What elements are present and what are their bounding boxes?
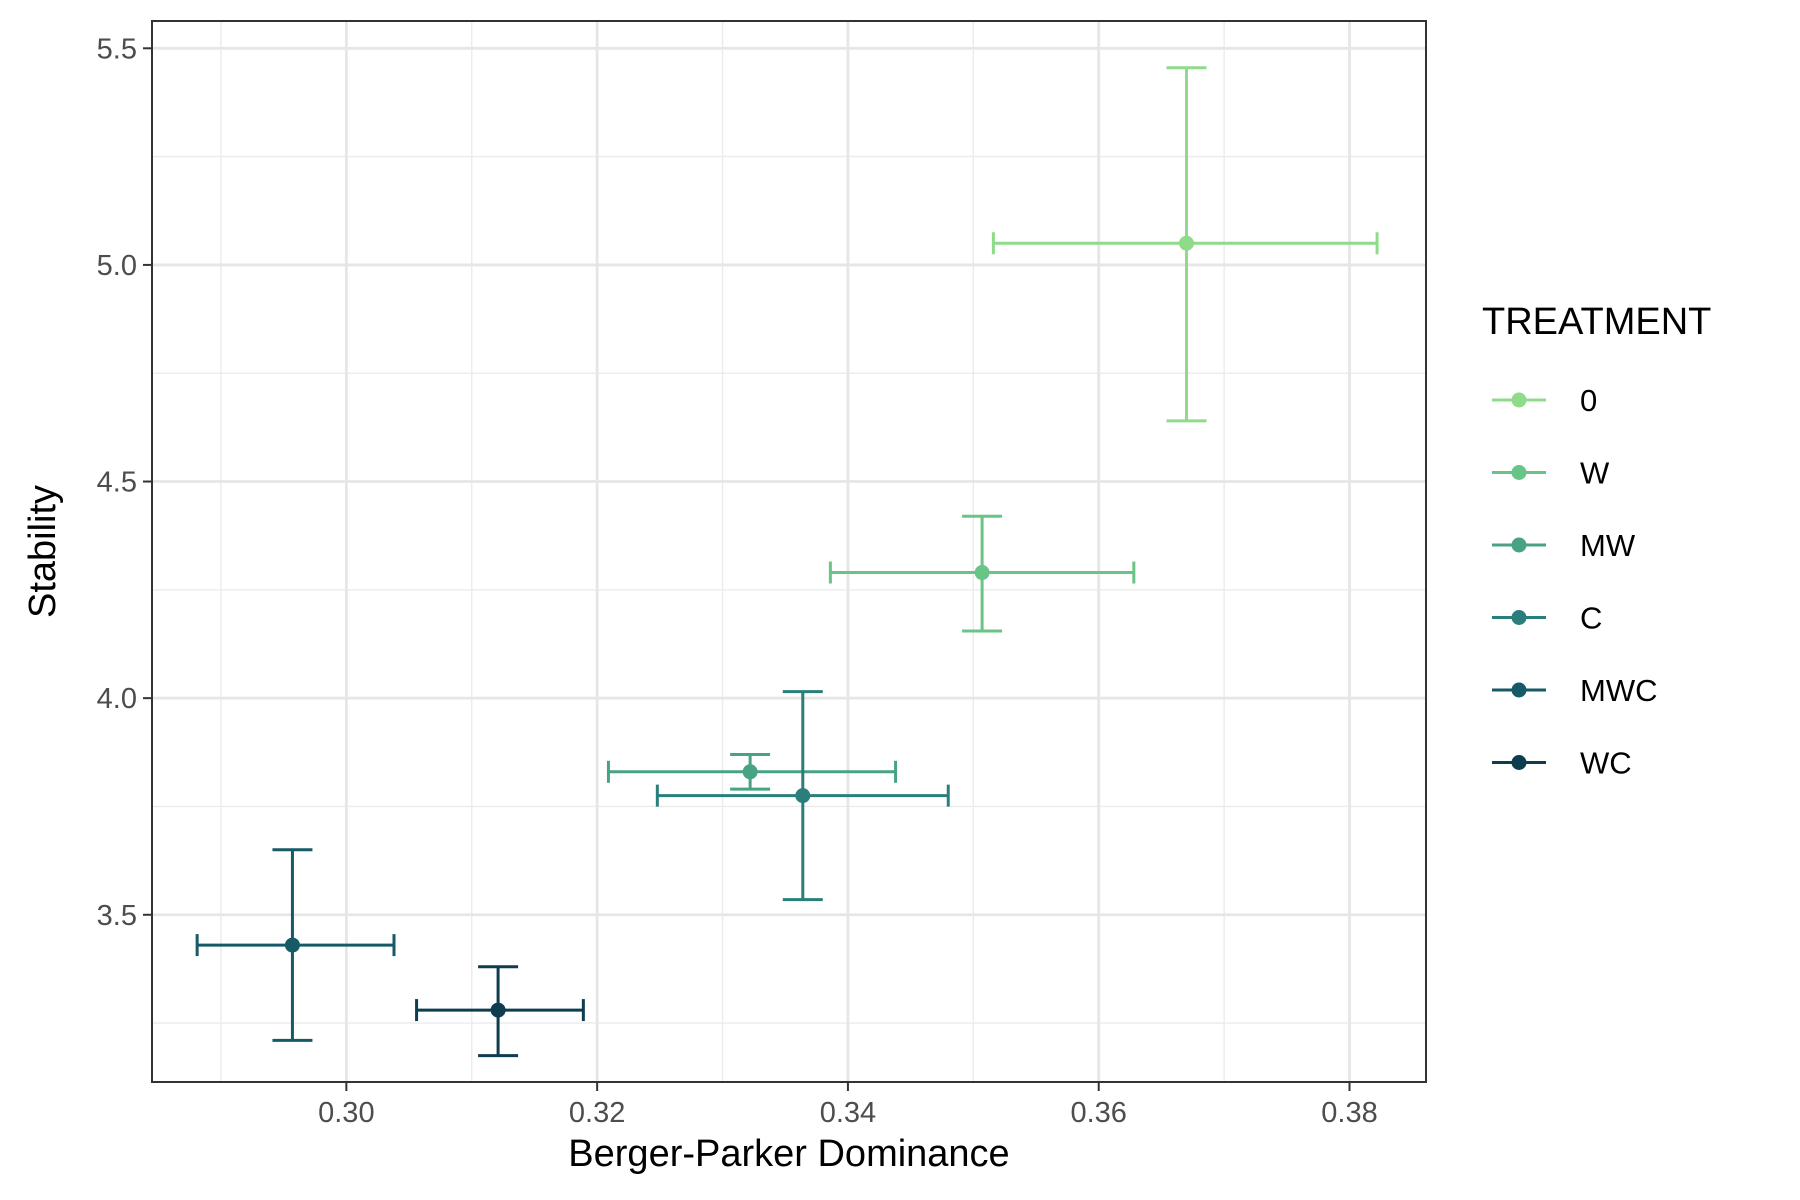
legend-key-point (1511, 610, 1527, 625)
plot-panel-border (151, 20, 1427, 1083)
data-point (795, 788, 811, 804)
series-mw-group (606, 752, 898, 791)
legend-label: WC (1580, 746, 1632, 781)
series-c-group (655, 690, 950, 902)
y-tick-label: 5.0 (97, 250, 137, 282)
data-point (742, 764, 758, 780)
grid-layer (152, 21, 1426, 1082)
legend-item-0: 0 (1492, 383, 1597, 418)
series-w-group (828, 514, 1136, 633)
x-tick-label: 0.34 (820, 1097, 876, 1129)
data-layer (195, 66, 1379, 1058)
legend-key-point (1511, 682, 1527, 698)
legend-key-point (1511, 537, 1527, 553)
legend-item-c: C (1492, 601, 1602, 636)
data-point (974, 565, 990, 581)
data-point (284, 937, 300, 953)
legend-label: W (1580, 456, 1610, 491)
y-tick-label: 4.0 (97, 683, 137, 715)
y-tick-label: 4.5 (97, 467, 137, 499)
legend-item-mwc: MWC (1492, 673, 1657, 708)
legend-title: TREATMENT (1482, 301, 1711, 343)
x-tick-label: 0.32 (569, 1097, 625, 1129)
y-tick-label: 3.5 (97, 900, 137, 932)
y-tick-label: 5.5 (97, 33, 137, 65)
x-tick-label: 0.30 (318, 1097, 374, 1129)
legend-label: MW (1580, 528, 1636, 563)
data-point (1178, 235, 1194, 251)
x-tick-label: 0.38 (1321, 1097, 1377, 1129)
legend-key-point (1511, 755, 1527, 770)
x-tick-label: 0.36 (1070, 1097, 1126, 1129)
y-axis-title: Stability (22, 485, 64, 618)
legend-label: MWC (1580, 673, 1657, 708)
legend-label: 0 (1580, 383, 1597, 418)
data-point (490, 1002, 506, 1018)
legend-key-point (1511, 465, 1527, 480)
legend-key-point (1511, 392, 1527, 408)
series-0-group (991, 66, 1379, 423)
axis-layer: 0.30 0.32 0.34 0.36 0.38 3.5 4.0 4.5 5.0 5.5 (97, 33, 1378, 1129)
legend-item-mw: MW (1492, 528, 1636, 563)
series-mwc-group (195, 848, 396, 1042)
legend-item-w: W (1492, 456, 1610, 491)
series-wc-group (415, 965, 585, 1058)
x-axis-title: Berger-Parker Dominance (568, 1133, 1009, 1175)
legend-item-wc: WC (1492, 746, 1632, 781)
legend-label: C (1580, 601, 1602, 636)
